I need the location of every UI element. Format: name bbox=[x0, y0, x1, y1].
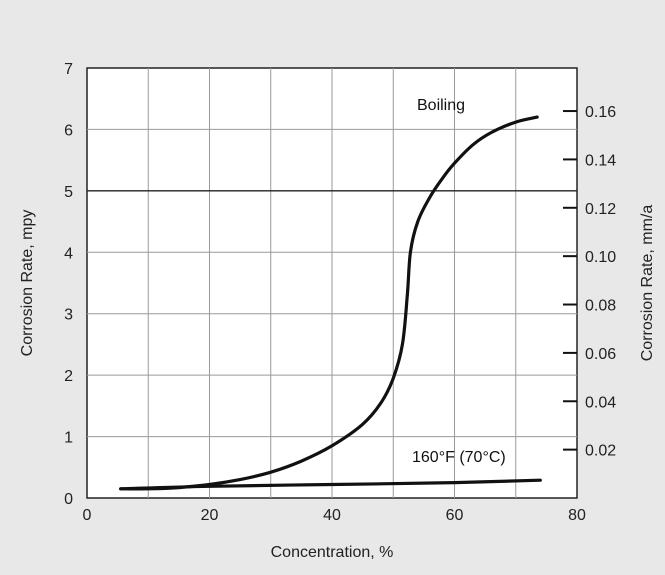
x-tick-label: 60 bbox=[446, 507, 464, 524]
y-tick-labels: 0 1 2 3 4 5 6 7 bbox=[64, 61, 73, 508]
y2-tick-label: 0.08 bbox=[585, 298, 616, 315]
y2-tick-label: 0.04 bbox=[585, 394, 616, 411]
x-tick-label: 20 bbox=[201, 507, 219, 524]
x-axis-title: Concentration, % bbox=[271, 544, 394, 561]
y2-tick-label: 0.12 bbox=[585, 201, 616, 218]
y2-axis-title: Corrosion Rate, mm/a bbox=[639, 205, 656, 362]
horizontal-gridlines bbox=[87, 128, 577, 438]
x-tick-label: 40 bbox=[323, 507, 341, 524]
annotation-160f: 160°F (70°C) bbox=[412, 449, 506, 466]
vertical-gridlines bbox=[147, 68, 517, 498]
y-tick-label: 3 bbox=[64, 307, 73, 324]
y2-tick-label: 0.02 bbox=[585, 443, 616, 460]
series-line-160f bbox=[119, 478, 542, 491]
y-tick-label: 6 bbox=[64, 122, 73, 139]
y-tick-label: 2 bbox=[64, 368, 73, 385]
y2-ticks: 0.02 0.04 0.06 0.08 0.10 0.12 0.14 0.16 bbox=[563, 104, 616, 460]
series-lines bbox=[119, 115, 542, 491]
annotation-boiling: Boiling bbox=[417, 97, 465, 114]
y2-tick-label: 0.06 bbox=[585, 346, 616, 363]
series-line-boiling bbox=[119, 115, 539, 491]
y-tick-label: 0 bbox=[64, 491, 73, 508]
y2-tick-label: 0.16 bbox=[585, 104, 616, 121]
y-tick-label: 1 bbox=[64, 430, 73, 447]
y-tick-label: 4 bbox=[64, 245, 73, 262]
y-tick-label: 7 bbox=[64, 61, 73, 78]
y-tick-label: 5 bbox=[64, 184, 73, 201]
y2-tick-label: 0.14 bbox=[585, 152, 616, 169]
x-tick-label: 80 bbox=[568, 507, 586, 524]
x-tick-label: 0 bbox=[83, 507, 92, 524]
x-tick-labels: 0 20 40 60 80 bbox=[83, 507, 586, 524]
y-axis-title: Corrosion Rate, mpy bbox=[19, 210, 36, 357]
y2-tick-label: 0.10 bbox=[585, 249, 616, 266]
